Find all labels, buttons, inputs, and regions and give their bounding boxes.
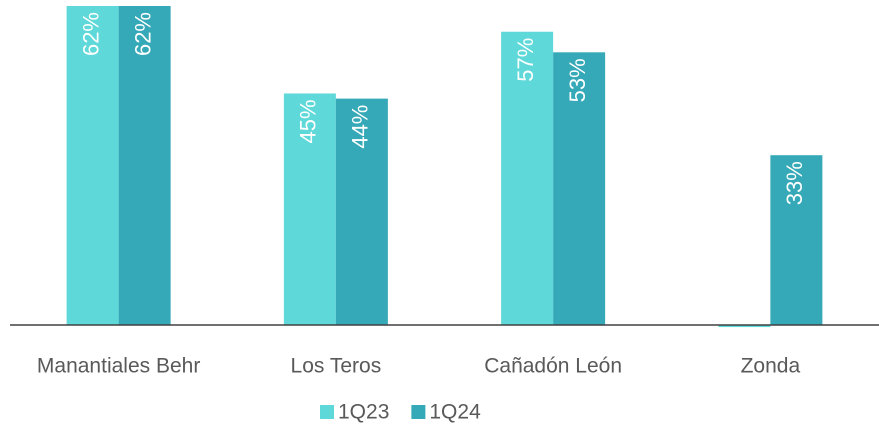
bar [553,52,606,325]
legend-swatch [411,405,426,419]
bar [118,6,171,325]
bar [501,31,554,326]
data-label: 45% [296,99,321,143]
data-label: 53% [565,58,590,102]
x-tick-label: Manantiales Behr [37,355,200,378]
bar [66,6,119,325]
legend-label: 1Q23 [338,401,389,424]
x-tick-label: Cañadón León [484,355,622,378]
bar [283,93,336,325]
data-label: 62% [78,12,103,56]
data-label: 44% [348,105,373,149]
legend-label: 1Q24 [429,401,481,424]
bar [718,325,771,328]
x-tick-label: Zonda [741,355,801,378]
data-label: 33% [782,161,807,205]
legend-swatch [320,405,334,419]
x-tick-label: Los Teros [291,355,382,378]
bar [770,155,823,325]
data-label: 57% [513,38,538,82]
data-label: 62% [130,12,155,56]
bar [335,98,388,325]
